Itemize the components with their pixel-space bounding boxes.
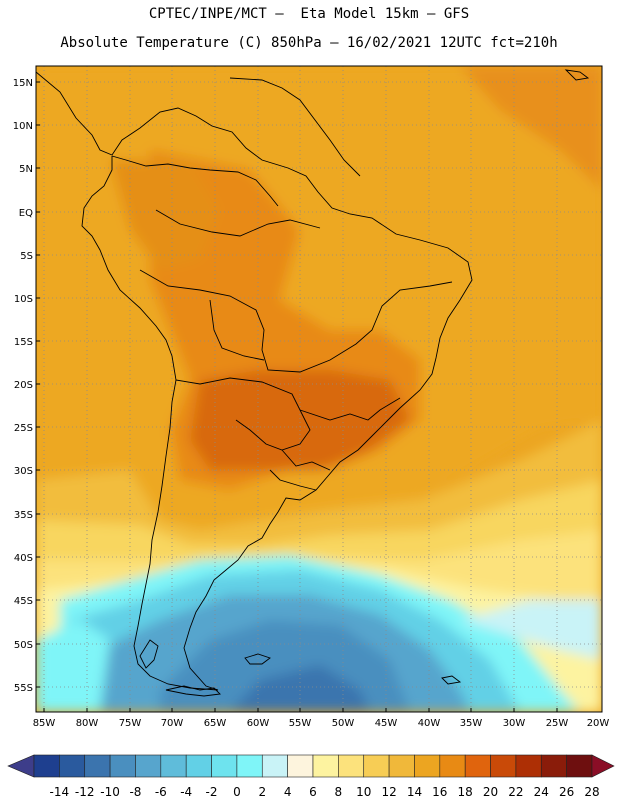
lon-label: 55W	[289, 718, 312, 729]
colorbar-label: -12	[75, 785, 95, 799]
lon-label: 65W	[204, 718, 227, 729]
colorbar-label: 16	[432, 785, 447, 799]
colorbar-label: 24	[534, 785, 549, 799]
colorbar-label: 8	[335, 785, 343, 799]
colorbar-label: 10	[356, 785, 371, 799]
colorbar-label: 12	[381, 785, 396, 799]
lon-label: 80W	[76, 718, 99, 729]
colorbar-label: -14	[50, 785, 70, 799]
lat-label: EQ	[19, 208, 33, 219]
lon-label: 85W	[33, 718, 56, 729]
islands	[139, 69, 590, 697]
colorbar-swatch	[59, 754, 86, 778]
lat-label: 30S	[14, 466, 33, 477]
colorbar-swatch	[84, 754, 111, 778]
colorbar-label: 18	[458, 785, 473, 799]
colorbar-label: -2	[206, 785, 218, 799]
lon-label: 35W	[460, 718, 483, 729]
lon-label: 20W	[587, 718, 610, 729]
colorbar-swatch	[490, 754, 517, 778]
coastlines	[36, 71, 473, 691]
lon-label: 75W	[119, 718, 142, 729]
colorbar-label: -10	[100, 785, 120, 799]
colorbar-swatch	[160, 754, 187, 778]
lat-label: 15N	[13, 78, 33, 89]
title-line-1: CPTEC/INPE/MCT – Eta Model 15km – GFS	[148, 6, 470, 22]
lon-label: 45W	[375, 718, 398, 729]
colorbar-swatch	[109, 754, 136, 778]
colorbar-label: 4	[284, 785, 292, 799]
colorbar-swatch	[185, 754, 212, 778]
colorbar-swatch	[363, 754, 390, 778]
colorbar-swatch	[540, 754, 567, 778]
lon-label: 50W	[332, 718, 355, 729]
lat-label: 50S	[14, 640, 33, 651]
colorbar: -14 -12 -10 -8 -6 -4 -2 0 2 4 6 8 10 12 14 16 18 20 22 24 26…	[7, 754, 615, 799]
lat-label: 55S	[14, 683, 33, 694]
colorbar-label: 20	[483, 785, 498, 799]
colorbar-swatch	[236, 754, 263, 778]
colorbar-swatch	[414, 754, 441, 778]
title-line-2: Absolute Temperature (C) 850hPa – 16/02/…	[60, 35, 558, 51]
colorbar-label: 6	[309, 785, 317, 799]
colorbar-swatch	[135, 754, 162, 778]
colorbar-min-arrow	[7, 754, 35, 778]
lat-label: 20S	[14, 380, 33, 391]
colorbar-swatch	[464, 754, 491, 778]
colorbar-swatch	[33, 754, 60, 778]
colorbar-label: 28	[584, 785, 599, 799]
lat-label: 15S	[14, 337, 33, 348]
colorbar-label: -6	[155, 785, 167, 799]
colorbar-label: 0	[233, 785, 241, 799]
colorbar-swatch	[388, 754, 415, 778]
colorbar-label: -8	[129, 785, 141, 799]
lon-label: 70W	[161, 718, 184, 729]
temperature-field	[36, 66, 602, 712]
colorbar-label: 2	[258, 785, 266, 799]
longitude-labels: 85W 80W 75W 70W 65W 60W 55W 50W 45W 40W …	[33, 718, 610, 729]
colorbar-swatch	[515, 754, 542, 778]
lat-label: 25S	[14, 423, 33, 434]
colorbar-swatch	[338, 754, 365, 778]
map-border	[35, 65, 603, 713]
lon-label: 40W	[418, 718, 441, 729]
colorbar-swatch	[261, 754, 288, 778]
lon-label: 25W	[546, 718, 569, 729]
colorbar-label: -4	[180, 785, 192, 799]
lon-label: 30W	[503, 718, 526, 729]
lat-label: 45S	[14, 596, 33, 607]
colorbar-swatch	[287, 754, 314, 778]
lat-label: 10N	[13, 121, 33, 132]
colorbar-swatch	[566, 754, 593, 778]
colorbar-swatch	[312, 754, 339, 778]
colorbar-label: 26	[559, 785, 574, 799]
lon-label: 60W	[247, 718, 270, 729]
lat-label: 35S	[14, 510, 33, 521]
axis-ticks	[36, 81, 558, 712]
colorbar-swatch	[211, 754, 238, 778]
colorbar-label: 14	[407, 785, 422, 799]
lat-label: 5N	[19, 164, 33, 175]
colorbar-max-arrow	[591, 754, 615, 778]
colorbar-label: 22	[508, 785, 523, 799]
colorbar-swatch	[439, 754, 466, 778]
lat-label: 40S	[14, 553, 33, 564]
lat-label: 5S	[20, 251, 33, 262]
latitude-labels: 15N 10N 5N EQ 5S 10S 15S 20S 25S 30S 35S…	[13, 78, 33, 694]
lat-label: 10S	[14, 294, 33, 305]
